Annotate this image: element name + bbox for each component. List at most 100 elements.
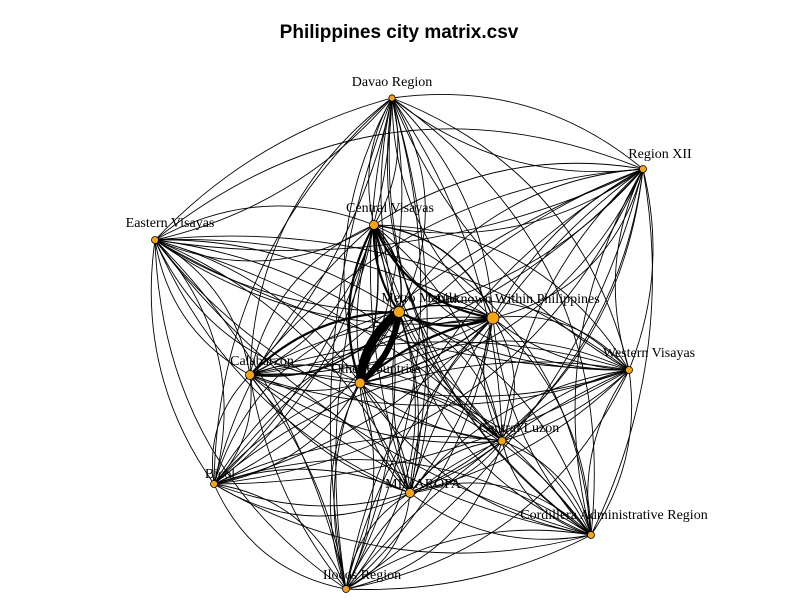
edge-centvis-unknown-1 (373, 224, 494, 319)
edge-calabarzon-bicol-0 (212, 374, 251, 485)
edge-metro-centluzon-1 (398, 311, 503, 442)
edge-unknown-mimaropa-0 (409, 317, 494, 494)
edge-calabarzon-centluzon-1 (249, 363, 503, 442)
edge-region12-centvis-0 (373, 162, 644, 226)
edge-region12-other-1 (359, 168, 644, 384)
edge-davao-centluzon-1 (391, 97, 503, 442)
edge-other-car-1 (359, 382, 592, 536)
edge-centvis-calabarzon-0 (249, 224, 375, 376)
node-centluzon (497, 436, 507, 446)
edge-davao-region12-0 (391, 97, 644, 173)
edge-centvis-bicol-0 (213, 224, 375, 485)
edge-centvis-westvis-1 (373, 224, 630, 371)
node-unknown (486, 311, 500, 325)
edge-metro-mimaropa-1 (398, 311, 419, 494)
edge-other-car-0 (359, 382, 592, 536)
edge-unknown-car-0 (492, 317, 592, 536)
edge-metro-calabarzon-0 (249, 310, 400, 376)
edge-unknown-westvis-1 (492, 315, 630, 371)
edge-westvis-centluzon-0 (501, 369, 630, 442)
node-metro (393, 306, 405, 318)
edge-davao-mimaropa-1 (391, 97, 428, 494)
edge-region12-ilocos-0 (345, 168, 644, 590)
edge-eastvis-unknown-0 (154, 239, 494, 325)
edge-other-bicol-1 (213, 382, 361, 485)
edge-unknown-other-0 (359, 316, 494, 384)
edge-mimaropa-car-0 (409, 492, 592, 540)
labels-layer: Davao Region Region XII Eastern Visayas Cen… (126, 75, 708, 583)
edge-other-mimaropa-0 (359, 382, 411, 494)
edge-davao-unknown-1 (391, 97, 494, 319)
edge-eastvis-calabarzon-0 (154, 239, 251, 376)
edge-metro-ilocos-1 (345, 311, 416, 590)
node-eastvis (151, 236, 159, 244)
edge-eastvis-centvis-1 (154, 205, 375, 241)
edge-region12-car-0 (574, 168, 644, 536)
edge-region12-centvis-1 (373, 168, 644, 234)
edge-centvis-car-1 (373, 224, 592, 536)
edge-centvis-westvis-0 (373, 224, 630, 371)
node-label-region12: Region XII (628, 147, 692, 162)
edge-region12-mimaropa-0 (409, 168, 644, 494)
node-label-eastvis: Eastern Visayas (126, 216, 215, 231)
edge-centluzon-car-0 (501, 440, 592, 536)
node-calabarzon (245, 370, 255, 380)
edge-bicol-ilocos-0 (213, 483, 347, 590)
edge-region12-bicol-0 (213, 168, 644, 485)
edge-calabarzon-car-1 (249, 373, 592, 536)
edge-westvis-car-1 (590, 369, 633, 536)
edge-unknown-ilocos-1 (345, 317, 494, 590)
edge-westvis-bicol-1 (213, 369, 630, 485)
edge-metro-car-1 (398, 311, 592, 536)
edge-eastvis-centvis-0 (154, 224, 375, 262)
edge-centluzon-mimaropa-0 (409, 440, 503, 494)
edge-davao-region12-1 (391, 93, 644, 170)
edge-region12-metro-0 (398, 168, 644, 313)
edge-westvis-car-0 (587, 369, 630, 536)
edge-region12-car-1 (590, 168, 653, 536)
edge-centvis-metro-0 (372, 224, 400, 313)
edge-eastvis-bicol-0 (150, 239, 215, 485)
edge-region12-westvis-1 (628, 168, 654, 371)
edge-mimaropa-ilocos-0 (345, 492, 411, 590)
edge-eastvis-metro-0 (154, 239, 400, 313)
edge-unknown-ilocos-0 (345, 317, 494, 590)
node-region12 (639, 165, 647, 173)
edge-westvis-calabarzon-0 (249, 341, 630, 376)
edge-other-ilocos-1 (345, 382, 375, 590)
edge-car-ilocos-1 (345, 534, 592, 590)
edge-davao-eastvis-0 (154, 97, 393, 241)
node-ilocos (342, 585, 350, 593)
edge-bicol-car-0 (213, 483, 592, 554)
edge-davao-metro-1 (391, 97, 426, 313)
edge-davao-westvis-1 (391, 97, 630, 371)
edge-calabarzon-ilocos-0 (249, 374, 347, 590)
edge-centvis-car-0 (373, 224, 592, 536)
edge-other-mimaropa-1 (359, 382, 411, 494)
edge-westvis-centluzon-1 (501, 369, 630, 442)
edge-centvis-ilocos-0 (335, 224, 375, 590)
node-label-unknown: Unknown Within Philippines (436, 292, 599, 307)
edge-eastvis-calabarzon-1 (154, 239, 251, 376)
edge-centluzon-bicol-0 (213, 436, 503, 485)
edge-eastvis-ilocos-0 (154, 239, 347, 590)
edge-davao-ilocos-0 (329, 97, 393, 590)
edge-davao-bicol-1 (213, 97, 393, 485)
edge-davao-mimaropa-0 (369, 97, 411, 494)
edge-eastvis-unknown-1 (154, 239, 494, 319)
edge-davao-car-1 (391, 97, 595, 536)
edge-westvis-ilocos-0 (345, 369, 630, 590)
edge-region12-calabarzon-1 (249, 168, 644, 376)
edge-eastvis-westvis-1 (154, 235, 630, 371)
edges-layer (150, 93, 654, 590)
edge-metro-bicol-1 (213, 311, 400, 485)
edge-unknown-centluzon-1 (492, 317, 515, 442)
node-label-calabarzon: Calabarzon (230, 354, 294, 369)
nodes-layer (151, 94, 647, 593)
edge-centvis-other-0 (347, 224, 375, 384)
edge-centluzon-mimaropa-1 (409, 440, 503, 494)
chart-title: Philippines city matrix.csv (279, 22, 519, 43)
edge-calabarzon-car-0 (249, 374, 592, 536)
node-label-centluzon: Central Luzon (479, 421, 559, 436)
